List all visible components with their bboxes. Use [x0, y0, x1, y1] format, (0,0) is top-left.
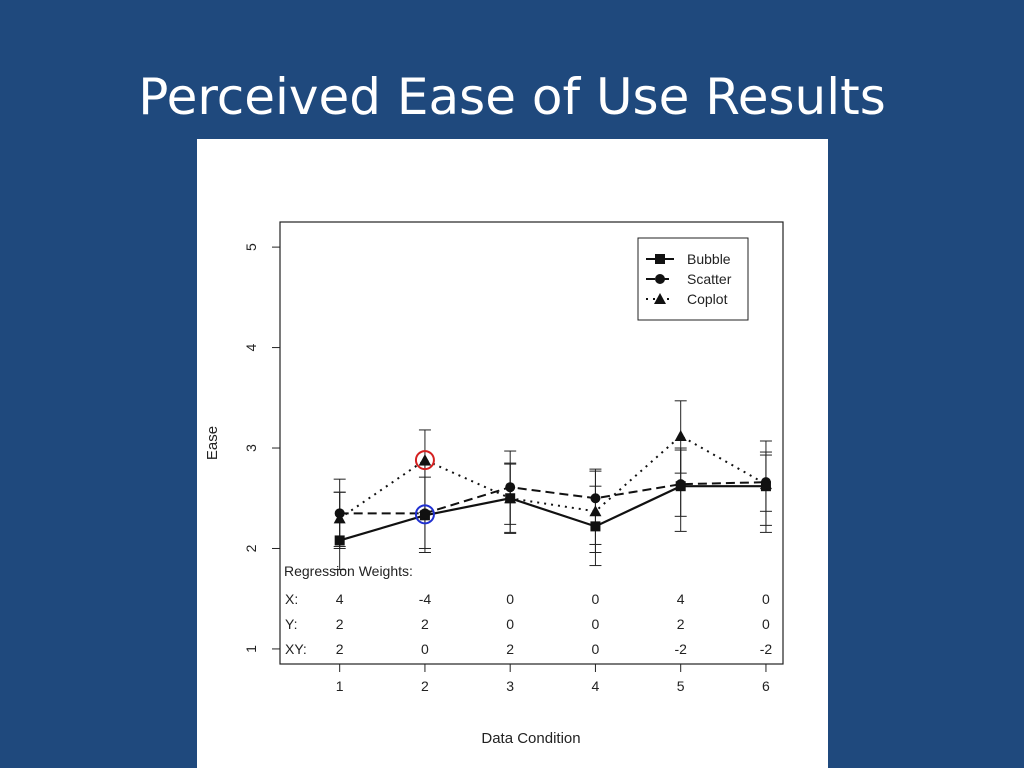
- point-bubble: [590, 521, 601, 532]
- x-tick-label: 3: [506, 678, 514, 694]
- y-tick-label: 4: [243, 343, 259, 351]
- point-coplot: [333, 512, 346, 524]
- regression-weight-value: 2: [336, 616, 344, 632]
- line-chart: 1 2 3 4 5 6 1 2 3 4 5 Regression Weights: X: 4 -4 0 0 4 0…: [204, 221, 784, 747]
- regression-weight-value: 0: [762, 591, 770, 607]
- highlight-circle: [414, 450, 435, 471]
- regression-weight-value: 0: [506, 591, 514, 607]
- chart-figure: 1 2 3 4 5 6 1 2 3 4 5 Regression Weights: X: 4 -4 0 0 4 0…: [197, 139, 828, 768]
- x-tick-label: 6: [762, 678, 770, 694]
- y-tick-label: 3: [243, 444, 259, 452]
- regression-weight-value: -4: [419, 591, 432, 607]
- highlight-circle: [414, 504, 435, 525]
- legend-marker-scatter: [655, 274, 665, 284]
- point-coplot: [504, 492, 517, 504]
- series-line-scatter: [339, 481, 766, 515]
- series-line-bubble: [339, 485, 766, 542]
- regression-weight-value: 0: [506, 616, 514, 632]
- regression-row-label: XY:: [285, 641, 307, 657]
- regression-weight-value: 4: [677, 591, 685, 607]
- point-coplot: [674, 429, 687, 441]
- regression-weight-value: 0: [592, 591, 600, 607]
- x-tick-label: 4: [592, 678, 600, 694]
- regression-weight-value: 0: [592, 641, 600, 657]
- point-coplot: [759, 478, 772, 490]
- x-axis-label: Data Condition: [481, 730, 580, 747]
- legend-label-bubble: Bubble: [687, 251, 731, 267]
- regression-weight-value: -2: [760, 641, 773, 657]
- regression-row-label: X:: [285, 591, 298, 607]
- regression-weight-value: 2: [421, 616, 429, 632]
- regression-weights-heading: Regression Weights:: [284, 563, 413, 579]
- legend-marker-coplot: [654, 293, 666, 304]
- point-coplot: [589, 505, 602, 517]
- regression-weight-value: -2: [674, 641, 687, 657]
- legend-marker-bubble: [655, 254, 665, 264]
- regression-weight-value: 0: [592, 616, 600, 632]
- y-tick-label: 2: [243, 544, 259, 552]
- x-tick-label: 1: [336, 678, 344, 694]
- regression-weight-value: 2: [677, 616, 685, 632]
- x-tick-label: 5: [677, 678, 685, 694]
- point-bubble: [334, 535, 345, 546]
- legend-label-scatter: Scatter: [687, 271, 732, 287]
- legend-label-coplot: Coplot: [687, 291, 728, 307]
- y-tick-label: 5: [243, 243, 259, 251]
- regression-weight-value: 0: [762, 616, 770, 632]
- regression-weight-value: 0: [421, 641, 429, 657]
- x-tick-label: 2: [421, 678, 429, 694]
- regression-row-label: Y:: [285, 616, 297, 632]
- regression-weight-value: 2: [336, 641, 344, 657]
- regression-weight-value: 2: [506, 641, 514, 657]
- regression-weight-value: 4: [336, 591, 344, 607]
- y-tick-label: 1: [243, 645, 259, 653]
- slide-title: Perceived Ease of Use Results: [138, 68, 886, 126]
- point-scatter: [590, 493, 601, 504]
- y-axis-label: Ease: [204, 426, 221, 460]
- point-scatter: [675, 479, 686, 490]
- series-line-coplot: [339, 434, 767, 520]
- point-scatter: [419, 508, 430, 519]
- point-scatter: [505, 482, 516, 493]
- point-coplot: [418, 454, 431, 466]
